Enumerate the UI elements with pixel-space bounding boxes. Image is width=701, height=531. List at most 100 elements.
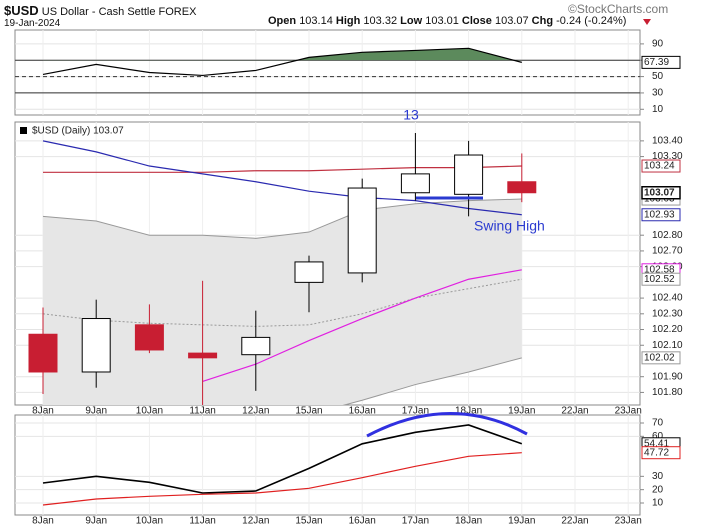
value-label: 102.93 <box>644 209 675 220</box>
y-tick-label: 30 <box>652 471 664 482</box>
x-tick-label: 17Jan <box>402 406 429 417</box>
value-label: 102.02 <box>644 352 675 363</box>
x-tick-label: 22Jan <box>561 516 588 527</box>
exchange: FOREX <box>158 6 197 18</box>
quote: Open 103.14 High 103.32 Low 103.01 Close… <box>268 15 626 27</box>
x-tick-label: 18Jan <box>455 516 482 527</box>
x-tick-label: 10Jan <box>136 516 163 527</box>
x-tick-label: 8Jan <box>32 516 54 527</box>
value-label: 103.24 <box>644 161 675 172</box>
y-tick-label: 101.90 <box>652 371 683 382</box>
value-label-box <box>641 55 681 69</box>
value-label: 102.58 <box>644 264 675 275</box>
panel-frame <box>14 414 641 516</box>
y-tick-label: 102.70 <box>652 246 683 257</box>
overbought-area <box>297 48 514 61</box>
arc <box>366 412 528 438</box>
quote-label: Close <box>461 15 492 27</box>
y-tick-label: 10 <box>652 498 664 509</box>
candle-body <box>188 352 218 359</box>
band-line <box>342 357 522 405</box>
title: $USD US Dollar - Cash Settle FOREX <box>4 3 196 18</box>
value-label-box <box>641 272 681 286</box>
series-line <box>42 424 523 494</box>
quote-value: 103.14 <box>299 15 333 27</box>
y-tick-label: 60 <box>652 431 664 442</box>
x-tick-label: 22Jan <box>561 406 588 417</box>
y-tick-label: 102.30 <box>652 308 683 319</box>
panel-frame <box>14 29 641 116</box>
value-label: 67.39 <box>644 57 669 68</box>
plot <box>42 424 523 506</box>
x-tick-label: 15Jan <box>295 406 322 417</box>
annotation: Swing High <box>474 218 545 234</box>
candle-body <box>294 261 324 283</box>
series-line <box>42 47 522 77</box>
quote-value: -0.24 (-0.24%) <box>556 15 627 27</box>
symbol: $USD <box>4 3 39 18</box>
x-tick-label: 23Jan <box>615 516 642 527</box>
value-label: 47.72 <box>644 447 669 458</box>
y-tick-label: 30 <box>652 88 664 99</box>
value-label-box <box>641 208 681 222</box>
value-label-box <box>641 351 681 365</box>
y-tick-label: 102.20 <box>652 324 683 335</box>
y-tick-label: 101.80 <box>652 387 683 398</box>
series-line <box>42 140 522 216</box>
date: 19-Jan-2024 <box>4 18 61 29</box>
series-line <box>42 452 522 506</box>
y-tick-label: 102.40 <box>652 293 683 304</box>
candle-body <box>241 336 271 356</box>
legend: $USD (Daily) 103.07 <box>32 126 124 137</box>
plot <box>28 133 537 405</box>
x-tick-label: 15Jan <box>295 516 322 527</box>
y-tick-label: 90 <box>652 39 664 50</box>
value-label-box <box>641 446 681 460</box>
y-tick-label: 102.10 <box>652 340 683 351</box>
candle-body <box>81 318 111 373</box>
series-line <box>43 165 522 173</box>
band-line <box>42 198 522 239</box>
name: US Dollar - Cash Settle <box>41 6 156 18</box>
y-tick-label: 10 <box>652 104 664 115</box>
x-tick-label: 10Jan <box>136 406 163 417</box>
quote-label: Open <box>268 15 297 27</box>
x-tick-label: 18Jan <box>455 406 482 417</box>
y-tick-label: 103.30 <box>652 151 683 162</box>
band-middle <box>42 278 522 327</box>
chg-arrow <box>643 19 651 25</box>
value-label-box <box>641 159 681 173</box>
x-tick-label: 23Jan <box>615 406 642 417</box>
y-tick-label: 50 <box>652 71 664 82</box>
band-area <box>43 199 522 405</box>
credit: ©StockCharts.com <box>568 2 669 16</box>
candle-body <box>454 154 484 195</box>
x-tick-label: 19Jan <box>508 406 535 417</box>
x-tick-label: 11Jan <box>189 516 216 527</box>
candle-body <box>134 324 164 351</box>
y-tick-label: 70 <box>652 418 664 429</box>
quote-value: 103.07 <box>494 15 529 27</box>
y-tick-label: 102.80 <box>652 230 683 241</box>
quote-label: Low <box>400 15 423 27</box>
y-tick-label: 20 <box>652 484 664 495</box>
value-label: 103.07 <box>644 187 675 198</box>
x-tick-label: 16Jan <box>349 406 376 417</box>
x-tick-label: 11Jan <box>189 406 216 417</box>
candle-body <box>400 173 430 194</box>
plot <box>15 47 640 94</box>
x-tick-label: 19Jan <box>508 516 535 527</box>
x-tick-label: 9Jan <box>85 406 107 417</box>
candle-body <box>347 187 377 274</box>
quote-label: High <box>335 15 361 27</box>
value-label-box <box>641 186 681 200</box>
value-label: 54.41 <box>644 438 669 449</box>
x-tick-label: 12Jan <box>242 516 269 527</box>
quote-value: 103.32 <box>363 15 398 27</box>
legend-swatch <box>20 127 27 134</box>
x-tick-label: 16Jan <box>349 516 376 527</box>
value-label: 102.52 <box>644 274 675 285</box>
x-tick-label: 9Jan <box>85 516 107 527</box>
